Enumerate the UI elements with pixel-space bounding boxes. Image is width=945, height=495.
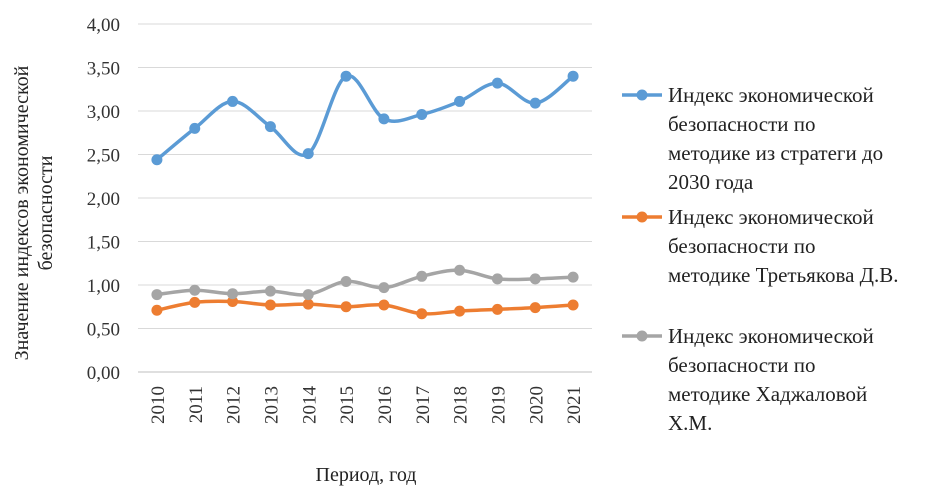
- x-tick-label: 2017: [413, 386, 434, 424]
- series-3-point: [227, 288, 239, 300]
- legend-entry-3: Индекс экономической безопасности по метод…: [622, 324, 874, 435]
- series-3: [151, 264, 579, 301]
- legend-label-line: безопасности по: [668, 234, 816, 258]
- x-tick-label: 2020: [526, 386, 547, 424]
- x-tick-label: 2010: [148, 386, 169, 424]
- series-2-point: [567, 299, 579, 311]
- legend-label-line: 2030 года: [668, 170, 754, 194]
- series-1-point: [302, 148, 314, 160]
- series-3-point: [378, 282, 390, 294]
- y-tick-label: 4,00: [87, 15, 120, 36]
- series-3-point: [302, 289, 314, 301]
- series-1-point: [227, 95, 239, 107]
- series-3-line: [155, 268, 575, 297]
- legend-label-line: методике Хаджаловой: [668, 382, 867, 406]
- series-1-point: [416, 108, 428, 120]
- series-3-point: [491, 273, 503, 285]
- x-tick-label: 2018: [451, 386, 472, 424]
- series-1-point: [567, 70, 579, 82]
- series-2-point: [302, 298, 314, 310]
- axes: 0,00 0,50 1,00 1,50 2,00 2,50 3,00 3,50 4,00 2010…: [87, 15, 592, 424]
- legend-label-line: методике Третьякова Д.В.: [668, 263, 899, 287]
- series-3-point: [189, 284, 201, 296]
- y-axis-title-line-2: безопасности: [35, 155, 57, 270]
- legend-entry-1: Индекс экономической безопасности по метод…: [622, 83, 883, 194]
- series-1: [151, 70, 579, 166]
- axis-titles: Период, год Значение индексов экономичес…: [11, 65, 416, 486]
- legend-marker: [636, 330, 648, 342]
- x-tick-label: 2016: [375, 386, 396, 424]
- legend-label-line: Индекс экономической: [668, 324, 874, 348]
- series-1-point: [264, 121, 276, 133]
- legend-marker: [636, 89, 648, 101]
- x-tick-label: 2019: [488, 386, 509, 424]
- series-3-point: [567, 271, 579, 283]
- series-2-point: [189, 296, 201, 308]
- x-tick-label: 2013: [261, 386, 282, 424]
- x-tick-label: 2021: [564, 386, 585, 424]
- y-tick-label: 1,00: [87, 276, 120, 297]
- series-1-point: [491, 77, 503, 89]
- series-2-point: [416, 308, 428, 320]
- y-tick-label: 2,50: [87, 146, 120, 167]
- series-1-point: [378, 113, 390, 125]
- series-3-point: [340, 276, 352, 288]
- x-tick-label: 2011: [186, 386, 207, 423]
- legend-label-line: Индекс экономической: [668, 205, 874, 229]
- series-2-point: [340, 301, 352, 313]
- legend-label-line: безопасности по: [668, 353, 816, 377]
- series-1-point: [529, 97, 541, 109]
- series-2-point: [264, 299, 276, 311]
- series-1-point: [151, 154, 163, 166]
- y-tick-label: 3,50: [87, 59, 120, 80]
- y-axis-title-line-1: Значение индексов экономической: [11, 65, 33, 360]
- series-3-point: [416, 270, 428, 282]
- series-2: [151, 296, 579, 320]
- series-1-point: [189, 122, 201, 134]
- series-3-point: [151, 289, 163, 301]
- series-2-point: [529, 302, 541, 314]
- series-2-line: [155, 299, 575, 316]
- y-tick-label: 0,50: [87, 320, 120, 341]
- series-2-point: [454, 305, 466, 317]
- legend: Индекс экономической безопасности по метод…: [622, 83, 899, 435]
- series-2-point: [151, 304, 163, 316]
- legend-entry-2: Индекс экономической безопасности по метод…: [622, 205, 899, 287]
- series-3-point: [454, 264, 466, 276]
- series-1-line: [155, 74, 575, 162]
- y-tick-label: 2,00: [87, 189, 120, 210]
- series: [151, 70, 579, 320]
- y-tick-label: 3,00: [87, 102, 120, 123]
- legend-label-line: методике из стратеги до: [668, 141, 883, 165]
- series-2-point: [227, 296, 239, 308]
- x-tick-label: 2012: [224, 386, 245, 424]
- series-2-point: [378, 299, 390, 311]
- y-tick-label: 1,50: [87, 233, 120, 254]
- series-1-point: [340, 70, 352, 82]
- legend-label-line: Индекс экономической: [668, 83, 874, 107]
- x-tick-label: 2014: [299, 386, 320, 425]
- legend-marker: [636, 211, 648, 223]
- series-3-point: [529, 273, 541, 285]
- legend-label-line: безопасности по: [668, 112, 816, 136]
- series-3-point: [264, 285, 276, 297]
- y-tick-label: 0,00: [87, 363, 120, 384]
- x-axis-title: Период, год: [316, 464, 417, 486]
- x-tick-label: 2015: [337, 386, 358, 424]
- legend-label-line: Х.М.: [668, 411, 712, 435]
- series-1-point: [454, 95, 466, 107]
- series-2-point: [491, 303, 503, 315]
